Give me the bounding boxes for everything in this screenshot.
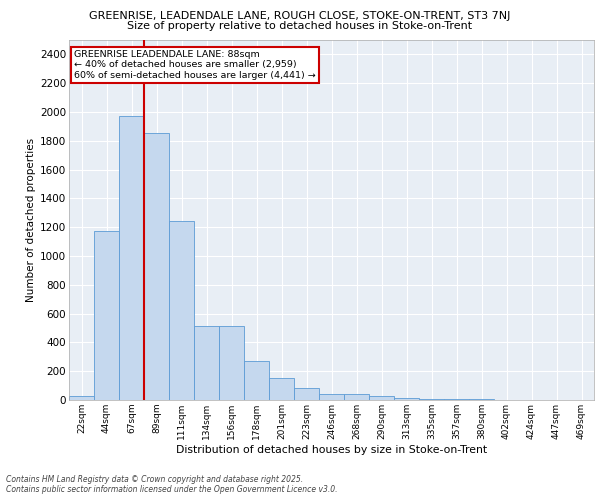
Text: GREENRISE LEADENDALE LANE: 88sqm
← 40% of detached houses are smaller (2,959)
60: GREENRISE LEADENDALE LANE: 88sqm ← 40% o… — [74, 50, 316, 80]
Bar — [169, 220, 194, 400]
Bar — [94, 231, 119, 400]
Bar — [194, 326, 219, 400]
Text: Size of property relative to detached houses in Stoke-on-Trent: Size of property relative to detached ho… — [127, 21, 473, 31]
Bar — [269, 378, 294, 400]
Text: Contains public sector information licensed under the Open Government Licence v3: Contains public sector information licen… — [6, 485, 337, 494]
Text: GREENRISE, LEADENDALE LANE, ROUGH CLOSE, STOKE-ON-TRENT, ST3 7NJ: GREENRISE, LEADENDALE LANE, ROUGH CLOSE,… — [89, 11, 511, 21]
Bar — [144, 133, 169, 400]
Bar — [294, 388, 319, 400]
Bar — [69, 396, 94, 400]
Bar — [319, 394, 344, 400]
Bar — [369, 396, 394, 400]
Bar — [219, 326, 244, 400]
Bar — [244, 361, 269, 400]
Bar — [344, 394, 369, 400]
Bar — [119, 116, 144, 400]
X-axis label: Distribution of detached houses by size in Stoke-on-Trent: Distribution of detached houses by size … — [176, 444, 487, 454]
Text: Contains HM Land Registry data © Crown copyright and database right 2025.: Contains HM Land Registry data © Crown c… — [6, 475, 303, 484]
Bar — [419, 398, 444, 400]
Y-axis label: Number of detached properties: Number of detached properties — [26, 138, 36, 302]
Bar — [394, 398, 419, 400]
